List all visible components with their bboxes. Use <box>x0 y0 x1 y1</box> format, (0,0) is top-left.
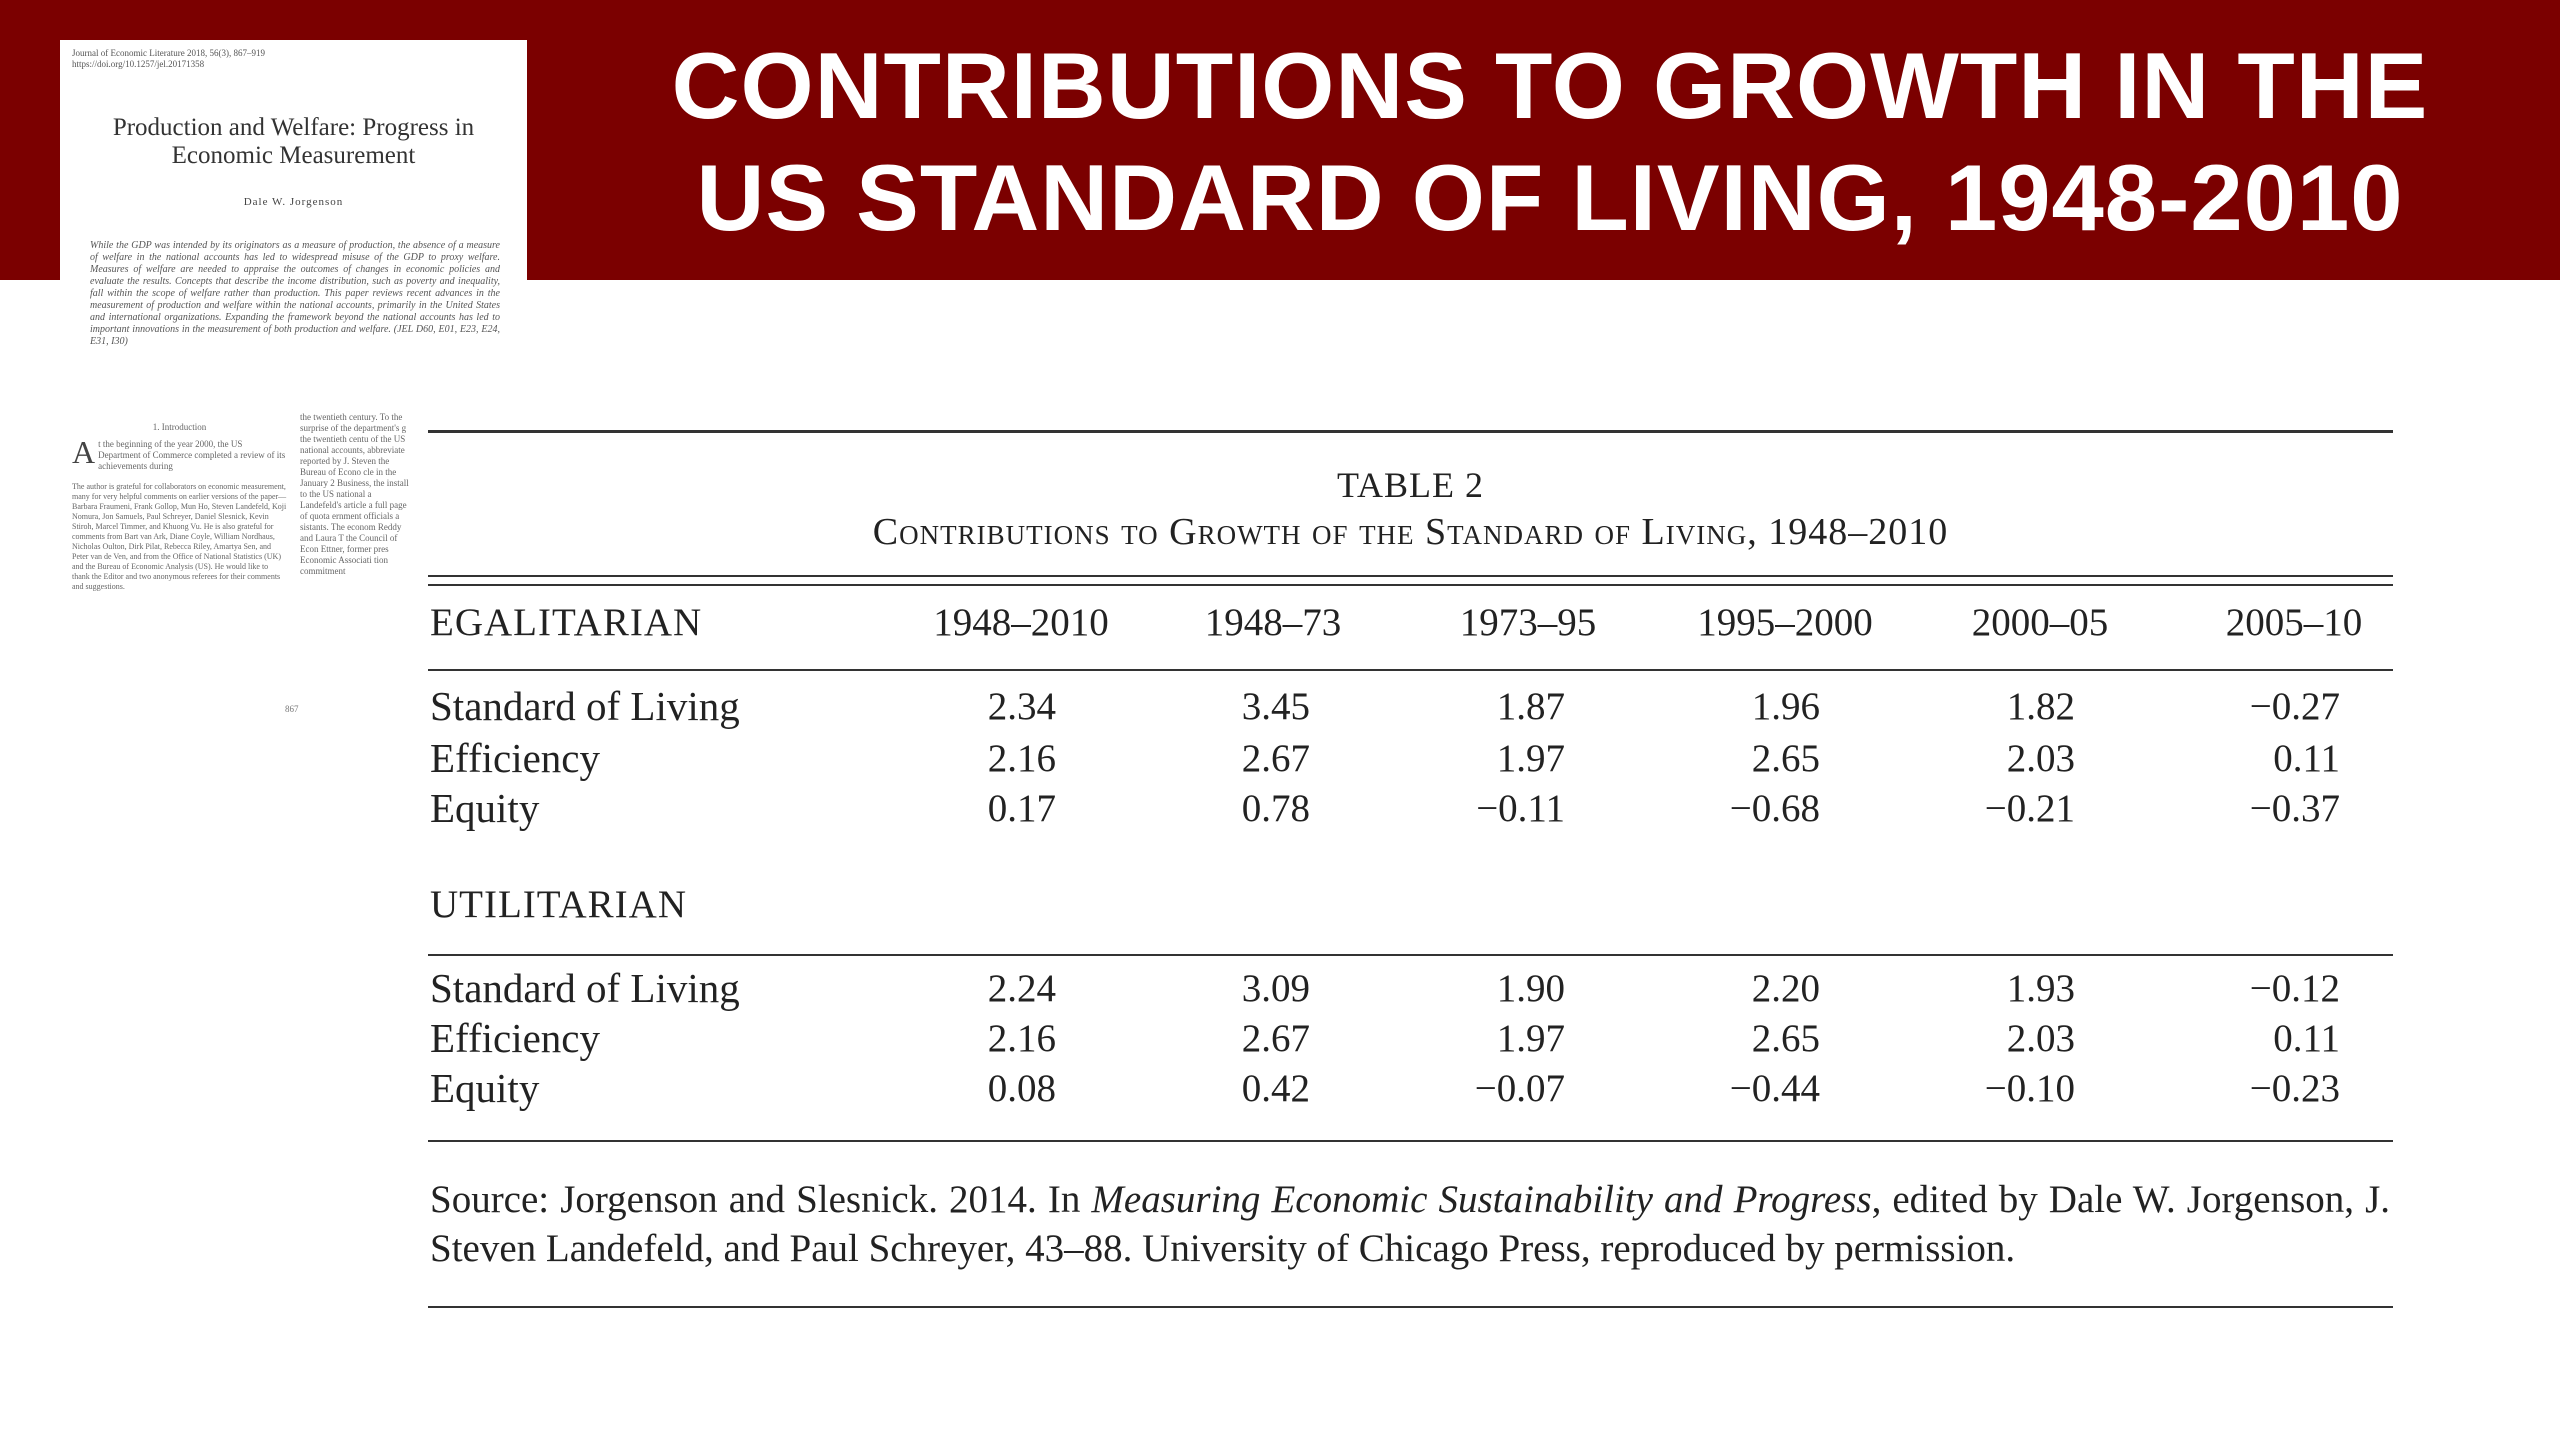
paper-footnote: The author is grateful for collaborators… <box>72 482 287 591</box>
paper-column-right: the twentieth century. To the surprise o… <box>300 412 409 576</box>
row-label: Efficiency <box>430 1015 600 1061</box>
source-book-title: Measuring Economic Sustainability and Pr… <box>1091 1178 1872 1221</box>
table-cell: −0.68 <box>1729 787 1820 830</box>
table-cell: 2.34 <box>987 685 1056 728</box>
slide-title-line-2: US STANDARD OF LIVING, 1948-2010 <box>696 145 2404 250</box>
header-rule-1 <box>428 575 2393 577</box>
section-rule <box>428 954 2393 956</box>
row-label: Equity <box>430 1065 540 1111</box>
table-cell: −0.44 <box>1729 1067 1820 1110</box>
intro-heading: 1. Introduction <box>152 422 207 432</box>
source-prefix: Source: Jorgenson and Slesnick. 2014. In <box>430 1178 1092 1221</box>
table-cell: −0.27 <box>2249 685 2340 728</box>
table-cell: 0.11 <box>2273 1017 2340 1060</box>
table-cell: −0.07 <box>1474 1067 1565 1110</box>
table-cell: 0.42 <box>1241 1067 1310 1110</box>
column-header: 2005–10 <box>2225 601 2363 644</box>
note-bottom-rule <box>428 1306 2393 1308</box>
table-cell: 2.16 <box>987 1017 1056 1060</box>
table-cell: 1.93 <box>2006 967 2075 1010</box>
table-cell: 2.67 <box>1241 1017 1310 1060</box>
table-cell: 0.17 <box>987 787 1056 830</box>
table-cell: 0.78 <box>1241 787 1310 830</box>
paper-thumbnail: Journal of Economic Literature 2018, 56(… <box>60 40 527 370</box>
row-label: Standard of Living <box>430 965 740 1011</box>
column-header: 1948–73 <box>1204 601 1342 644</box>
row-label: Standard of Living <box>430 683 740 729</box>
table-cell: 1.96 <box>1751 685 1820 728</box>
table-caption: Contributions to Growth of the Standard … <box>872 511 1949 553</box>
column-header: 1948–2010 <box>933 601 1109 644</box>
section-egalitarian: EGALITARIAN <box>430 601 703 644</box>
table-cell: 0.08 <box>987 1067 1056 1110</box>
table-cell: −0.37 <box>2249 787 2340 830</box>
table-cell: 0.11 <box>2273 737 2340 780</box>
slide-title-line-1: CONTRIBUTIONS TO GROWTH IN THE <box>671 33 2429 138</box>
journal-line: Journal of Economic Literature 2018, 56(… <box>72 48 265 58</box>
paper-author: Dale W. Jorgenson <box>243 196 344 208</box>
table-cell: 1.87 <box>1496 685 1565 728</box>
table-bottom-rule <box>428 1140 2393 1142</box>
table-cell: 2.65 <box>1751 1017 1820 1060</box>
journal-citation: Journal of Economic Literature 2018, 56(… <box>72 48 312 70</box>
table-cell: 2.67 <box>1241 737 1310 780</box>
section-utilitarian: UTILITARIAN <box>430 883 687 926</box>
table-cell: 2.20 <box>1751 967 1820 1010</box>
paper-title: Production and Welfare: Progress in Econ… <box>112 114 475 169</box>
header-rule-2 <box>428 584 2393 586</box>
table-cell: 1.90 <box>1496 967 1565 1010</box>
table-cell: 2.65 <box>1751 737 1820 780</box>
table-cell: −0.21 <box>1984 787 2075 830</box>
table-2: TABLE 2 Contributions to Growth of the S… <box>428 430 2393 1310</box>
table-cell: −0.23 <box>2249 1067 2340 1110</box>
table-cell: 2.03 <box>2006 1017 2075 1060</box>
table-cell: −0.10 <box>1984 1067 2075 1110</box>
source-suffix: , edited by Dale W. Jorgenson, J. Steven… <box>430 1178 2390 1270</box>
table-label: TABLE 2 <box>1336 465 1485 505</box>
row-label: Efficiency <box>430 735 600 781</box>
page-number: 867 <box>285 704 299 714</box>
doi-line: https://doi.org/10.1257/jel.20171358 <box>72 59 205 69</box>
table-cell: −0.11 <box>1476 787 1565 830</box>
row-label: Equity <box>430 785 540 831</box>
table-cell: 1.97 <box>1496 1017 1565 1060</box>
table-cell: 1.82 <box>2006 685 2075 728</box>
source-note: Source: Jorgenson and Slesnick. 2014. In… <box>430 1175 2390 1273</box>
column-header: 1973–95 <box>1459 601 1597 644</box>
table-cell: 2.24 <box>987 967 1056 1010</box>
table-cell: 3.45 <box>1241 685 1310 728</box>
dropcap: A <box>72 434 96 470</box>
table-cell: 3.09 <box>1241 967 1310 1010</box>
table-cell: 1.97 <box>1496 737 1565 780</box>
table-cell: −0.12 <box>2249 967 2340 1010</box>
slide-title: CONTRIBUTIONS TO GROWTH IN THE US STANDA… <box>560 30 2540 254</box>
top-rule <box>428 430 2393 433</box>
column-header: 1995–2000 <box>1697 601 1873 644</box>
intro-text: t the beginning of the year 2000, the US… <box>98 439 286 471</box>
column-header-rule <box>428 669 2393 671</box>
paper-abstract: While the GDP was intended by its origin… <box>90 240 500 347</box>
column-header: 2000–05 <box>1971 601 2109 644</box>
table-cell: 2.16 <box>987 737 1056 780</box>
table-cell: 2.03 <box>2006 737 2075 780</box>
